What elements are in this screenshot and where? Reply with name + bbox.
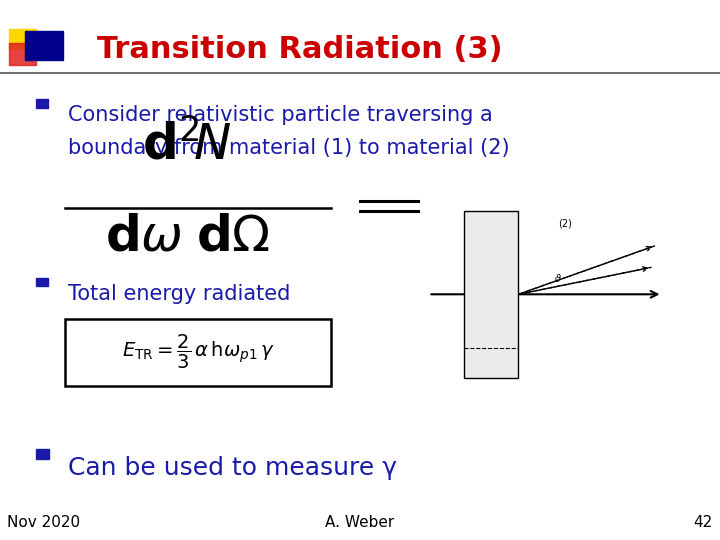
Bar — [9, 29, 36, 49]
Bar — [36, 278, 48, 286]
Text: boundary from material (1) to material (2): boundary from material (1) to material (… — [68, 138, 510, 158]
Text: (1): (1) — [485, 219, 498, 229]
Bar — [36, 449, 49, 459]
Text: Can be used to measure γ: Can be used to measure γ — [68, 456, 397, 480]
Text: $d$: $d$ — [487, 359, 496, 371]
Text: 42: 42 — [693, 515, 713, 530]
Text: (2): (2) — [558, 219, 572, 229]
Bar — [24, 31, 63, 60]
Text: $\vartheta$: $\vartheta$ — [554, 272, 562, 284]
Text: Transition Radiation (3): Transition Radiation (3) — [97, 35, 503, 64]
Bar — [65, 319, 331, 386]
Text: Total energy radiated: Total energy radiated — [68, 284, 291, 303]
Text: A. Weber: A. Weber — [325, 515, 395, 530]
Bar — [464, 211, 518, 378]
Text: $\mathbf{d}\omega\;\mathbf{d}\Omega$: $\mathbf{d}\omega\;\mathbf{d}\Omega$ — [104, 212, 270, 261]
Text: $\mathbf{d}^2\!\mathit{N}$: $\mathbf{d}^2\!\mathit{N}$ — [143, 120, 232, 170]
Text: Nov 2020: Nov 2020 — [7, 515, 81, 530]
Bar — [9, 43, 36, 65]
Bar — [36, 99, 48, 108]
Text: Consider relativistic particle traversing a: Consider relativistic particle traversin… — [68, 105, 493, 125]
Text: $E_\mathrm{TR} = \dfrac{2}{3}\,\alpha\,\mathrm{h}\omega_{p1}\,\gamma$: $E_\mathrm{TR} = \dfrac{2}{3}\,\alpha\,\… — [122, 333, 274, 372]
